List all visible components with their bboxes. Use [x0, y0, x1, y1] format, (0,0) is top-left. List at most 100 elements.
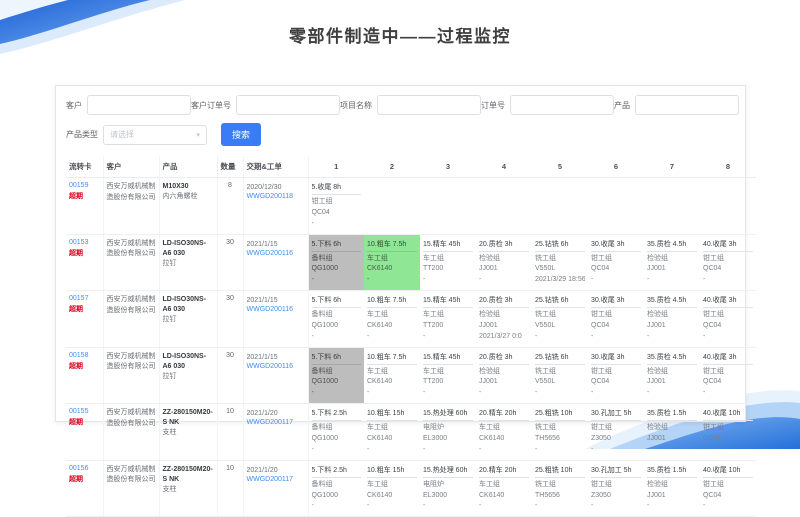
- step-cell-8: 40.收尾 10h 钳工组 QC04 -: [700, 403, 756, 461]
- step-time: -: [591, 389, 594, 397]
- card-no-link[interactable]: 00153: [69, 238, 89, 246]
- step-machine: EL3000: [423, 434, 448, 442]
- step-group: 车工组: [479, 424, 500, 432]
- step-cell-4: 20.质检 3h 检验组 JJ001 -: [476, 347, 532, 405]
- due-date: 2021/1/20: [246, 410, 278, 418]
- work-order-link[interactable]: WWGD200117: [246, 475, 294, 483]
- step-time: -: [591, 445, 594, 453]
- step-cell-3: 15.热处理 60h 电阻炉 EL3000 -: [420, 403, 476, 461]
- step-group: 车工组: [423, 311, 444, 319]
- step-time: -: [479, 389, 482, 397]
- product-input[interactable]: [635, 95, 739, 115]
- filter-customer-order: 客户订单号: [191, 95, 340, 115]
- page-title: 零部件制造中——过程监控: [289, 27, 511, 46]
- step-machine: QC04: [703, 378, 722, 386]
- step-group: 铣工组: [535, 424, 556, 432]
- due-workorder-cell: 2021/1/20 WWGD200117: [243, 460, 309, 517]
- step-group: 检验组: [647, 254, 668, 262]
- customer-name: 西安万威机械制造股份有限公司: [106, 183, 156, 201]
- step-cell-6: 30.孔加工 5h 钳工组 Z3050 -: [588, 403, 644, 461]
- customer-input[interactable]: [87, 95, 191, 115]
- column-header-1: 流转卡: [66, 156, 104, 178]
- step-time: -: [311, 389, 314, 397]
- step-cell-6: 30.收尾 3h 钳工组 QC04 -: [588, 290, 644, 348]
- step-group: 电阻炉: [423, 424, 444, 432]
- step-cell-2: 10.粗车 7.5h 车工组 CK6140 -: [364, 290, 420, 348]
- due-workorder-cell: 2021/1/15 WWGD200116: [243, 234, 309, 292]
- step-title: 30.孔加工 5h: [591, 408, 641, 422]
- customer-cell: 西安万威机械制造股份有限公司: [103, 403, 160, 461]
- card-no-cell: 00153 超期: [66, 234, 104, 292]
- product-model: LD-ISO30NS-A6 030: [162, 239, 207, 257]
- step-title: 40.收尾 3h: [703, 239, 753, 252]
- due-workorder-cell: 2021/1/20 WWGD200117: [243, 403, 309, 461]
- step-group: 车工组: [367, 311, 388, 319]
- work-order-link[interactable]: WWGD200116: [246, 306, 294, 314]
- product-type-select[interactable]: 请选择 ▾: [103, 124, 207, 145]
- step-time: -: [703, 332, 706, 340]
- project-name-input[interactable]: [377, 95, 481, 115]
- step-title: 35.质检 4.5h: [647, 239, 697, 252]
- step-group: 钳工组: [703, 254, 724, 262]
- step-group: 钳工组: [591, 254, 612, 262]
- filter-row-2: 产品类型 请选择 ▾ 搜索: [66, 123, 735, 146]
- step-time: -: [703, 502, 706, 510]
- step-group: 车工组: [367, 254, 388, 262]
- product-cell: LD-ISO30NS-A6 030 拉钉: [159, 347, 218, 405]
- work-order-link[interactable]: WWGD200116: [246, 249, 294, 257]
- work-order-link[interactable]: WWGD200117: [246, 419, 294, 427]
- card-no-link[interactable]: 00157: [69, 295, 89, 303]
- step-machine: V550L: [535, 321, 556, 329]
- step-time: -: [479, 502, 482, 510]
- card-no-link[interactable]: 00155: [69, 408, 89, 416]
- step-cell-3: 15.精车 45h 车工组 TT200 -: [420, 290, 476, 348]
- step-machine: TT200: [423, 378, 444, 386]
- due-date: 2021/1/15: [246, 240, 278, 248]
- step-cell-2: 10.粗车 15h 车工组 CK6140 -: [364, 403, 420, 461]
- order-no-input[interactable]: [510, 95, 614, 115]
- step-time: -: [311, 219, 314, 227]
- step-title: 35.质检 1.5h: [647, 465, 697, 478]
- step-cell-2: 10.粗车 15h 车工组 CK6140 -: [364, 460, 420, 517]
- step-group: 检验组: [479, 254, 500, 262]
- card-no-link[interactable]: 00156: [69, 464, 89, 472]
- table-row: 00153 超期 西安万威机械制造股份有限公司 LD-ISO30NS-A6 030 拉钉…: [66, 234, 756, 292]
- step-title: 25.钻铣 6h: [535, 239, 585, 252]
- column-header-5: 交期&工单: [243, 156, 309, 178]
- step-cell-3: 15.精车 45h 车工组 TT200 -: [420, 234, 476, 292]
- process-monitor-table: 流转卡 客户 产品 数量 交期&工单 1 2 3 4 5 6 7 8 00159 超期 西安万威机械制造股份…: [66, 156, 756, 517]
- step-cell-4: 20.精车 20h 车工组 CK6140 -: [476, 403, 532, 461]
- table-header-row: 流转卡 客户 产品 数量 交期&工单 1 2 3 4 5 6 7 8: [66, 156, 756, 178]
- card-no-link[interactable]: 00158: [69, 351, 89, 359]
- step-machine: QG1000: [311, 378, 338, 386]
- column-header-10: 5: [532, 156, 588, 178]
- card-no-link[interactable]: 00159: [69, 182, 89, 189]
- table-row: 00159 超期 西安万威机械制造股份有限公司 M10X30 内六角螺栓 8 2020/12…: [66, 177, 756, 235]
- step-machine: JJ001: [479, 265, 498, 273]
- step-time: -: [311, 332, 314, 340]
- filter-product: 产品: [614, 95, 739, 115]
- product-cell: M10X30 内六角螺栓: [159, 177, 218, 235]
- customer-cell: 西安万威机械制造股份有限公司: [103, 177, 160, 235]
- step-machine: QG1000: [311, 265, 338, 273]
- step-machine: QC04: [311, 208, 330, 216]
- work-order-link[interactable]: WWGD200116: [246, 362, 294, 370]
- step-cell-8: 40.收尾 3h 钳工组 QC04 -: [700, 234, 756, 292]
- product-cell: LD-ISO30NS-A6 030 拉钉: [159, 234, 218, 292]
- work-order-link[interactable]: WWGD200118: [246, 193, 294, 201]
- column-header-9: 4: [476, 156, 532, 178]
- step-machine: QG1000: [311, 434, 338, 442]
- step-title: 20.质检 3h: [479, 239, 529, 252]
- search-button[interactable]: 搜索: [221, 123, 262, 146]
- filter-customer: 客户: [66, 95, 191, 115]
- due-workorder-cell: 2021/1/15 WWGD200116: [243, 347, 309, 405]
- step-time: 2021/3/29 18:56: [535, 276, 585, 284]
- customer-order-input[interactable]: [236, 95, 340, 115]
- step-title: 25.粗铣 10h: [535, 465, 585, 478]
- step-cell-4: 20.精车 20h 车工组 CK6140 -: [476, 460, 532, 517]
- step-title: 5.下料 6h: [311, 352, 361, 365]
- step-cell-1: 5.下料 2.5h 备料组 QG1000 -: [308, 460, 364, 517]
- step-time: -: [367, 389, 370, 397]
- step-cell-1: 5.收尾 8h 钳工组 QC04 -: [308, 177, 364, 235]
- step-group: 检验组: [647, 480, 668, 488]
